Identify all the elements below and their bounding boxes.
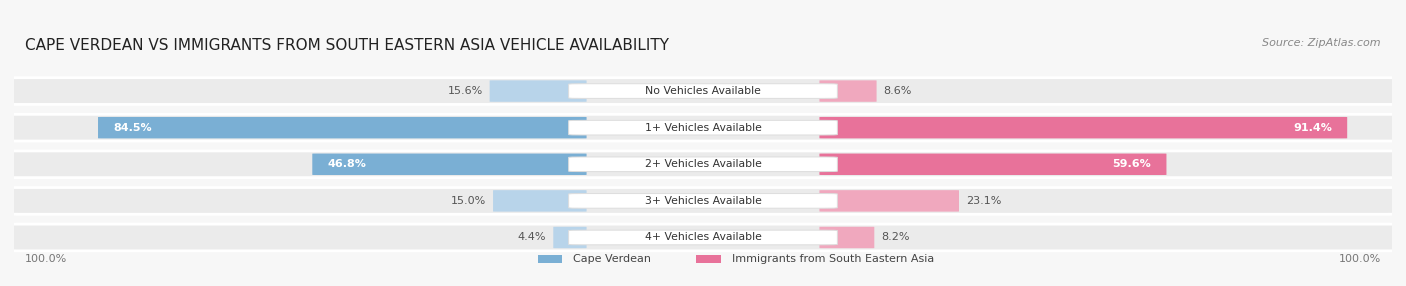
Text: 59.6%: 59.6% [1112,159,1152,169]
Text: 4+ Vehicles Available: 4+ Vehicles Available [644,233,762,243]
FancyBboxPatch shape [0,151,1406,178]
FancyBboxPatch shape [820,117,1347,138]
Text: 8.2%: 8.2% [882,233,910,243]
FancyBboxPatch shape [312,154,586,175]
Text: 1+ Vehicles Available: 1+ Vehicles Available [644,123,762,133]
FancyBboxPatch shape [820,190,959,212]
Text: No Vehicles Available: No Vehicles Available [645,86,761,96]
FancyBboxPatch shape [0,188,1406,214]
Text: 100.0%: 100.0% [1339,254,1381,264]
Text: 46.8%: 46.8% [328,159,367,169]
FancyBboxPatch shape [554,227,586,248]
FancyBboxPatch shape [494,190,586,212]
FancyBboxPatch shape [0,78,1406,104]
FancyBboxPatch shape [568,84,838,98]
FancyBboxPatch shape [820,80,876,102]
FancyBboxPatch shape [0,224,1406,251]
FancyBboxPatch shape [0,114,1406,141]
Text: 2+ Vehicles Available: 2+ Vehicles Available [644,159,762,169]
Text: 84.5%: 84.5% [112,123,152,133]
FancyBboxPatch shape [568,230,838,245]
Text: 91.4%: 91.4% [1294,123,1331,133]
FancyBboxPatch shape [568,194,838,208]
Text: 23.1%: 23.1% [966,196,1001,206]
Text: 100.0%: 100.0% [25,254,67,264]
Text: Source: ZipAtlas.com: Source: ZipAtlas.com [1263,38,1381,48]
Text: 15.6%: 15.6% [447,86,482,96]
Text: Cape Verdean: Cape Verdean [574,254,651,264]
FancyBboxPatch shape [98,117,586,138]
FancyBboxPatch shape [820,227,875,248]
FancyBboxPatch shape [568,120,838,135]
Text: 3+ Vehicles Available: 3+ Vehicles Available [644,196,762,206]
Text: 8.6%: 8.6% [883,86,912,96]
Text: 15.0%: 15.0% [451,196,486,206]
Text: CAPE VERDEAN VS IMMIGRANTS FROM SOUTH EASTERN ASIA VEHICLE AVAILABILITY: CAPE VERDEAN VS IMMIGRANTS FROM SOUTH EA… [25,38,669,53]
FancyBboxPatch shape [537,255,562,263]
Text: 4.4%: 4.4% [517,233,547,243]
FancyBboxPatch shape [568,157,838,172]
Text: Immigrants from South Eastern Asia: Immigrants from South Eastern Asia [733,254,934,264]
FancyBboxPatch shape [696,255,721,263]
FancyBboxPatch shape [489,80,586,102]
FancyBboxPatch shape [820,154,1167,175]
